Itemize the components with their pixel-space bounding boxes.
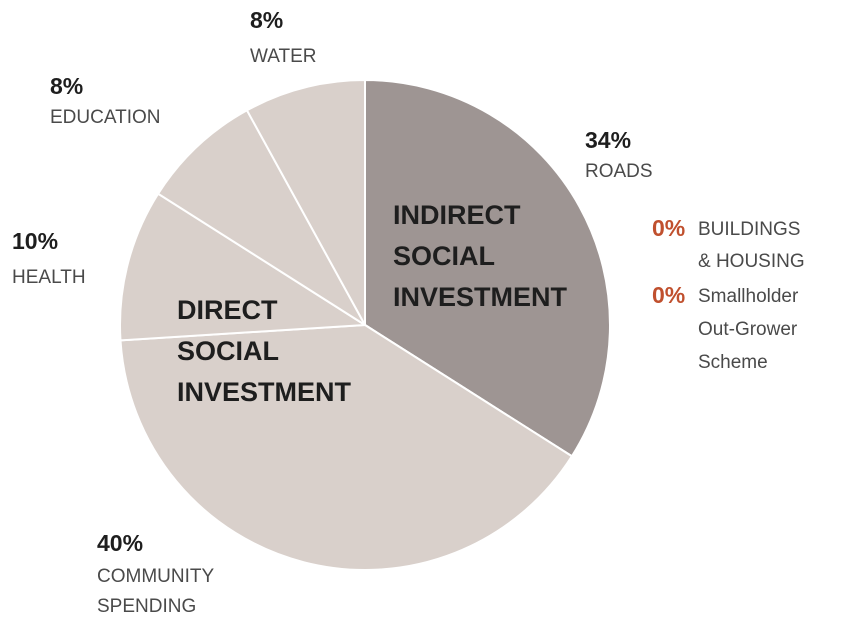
pie-slice: [119, 323, 574, 571]
value-label: 0%: [652, 282, 685, 308]
value-label: 34%: [585, 127, 631, 153]
group-annotation: INDIRECT SOCIAL INVESTMENT: [393, 200, 568, 312]
pie-slice: [364, 78, 611, 458]
category-label: ROADS: [585, 161, 653, 182]
category-label: WATER: [250, 46, 317, 67]
pie-slice: [119, 192, 369, 342]
pie-slice: [156, 108, 366, 326]
category-label: HEALTH: [12, 267, 86, 288]
value-label: 10%: [12, 228, 58, 254]
value-label: 0%: [652, 215, 685, 241]
pie-slice: [245, 78, 366, 326]
category-label: COMMUNITY SPENDING: [97, 566, 214, 617]
group-annotation: DIRECT SOCIAL INVESTMENT: [177, 295, 352, 407]
category-label: Smallholder Out-Grower Scheme: [698, 286, 799, 373]
value-label: 8%: [50, 73, 83, 99]
value-label: 8%: [250, 7, 283, 33]
value-label: 40%: [97, 530, 143, 556]
category-label: BUILDINGS & HOUSING: [698, 219, 805, 272]
category-label: EDUCATION: [50, 107, 160, 128]
